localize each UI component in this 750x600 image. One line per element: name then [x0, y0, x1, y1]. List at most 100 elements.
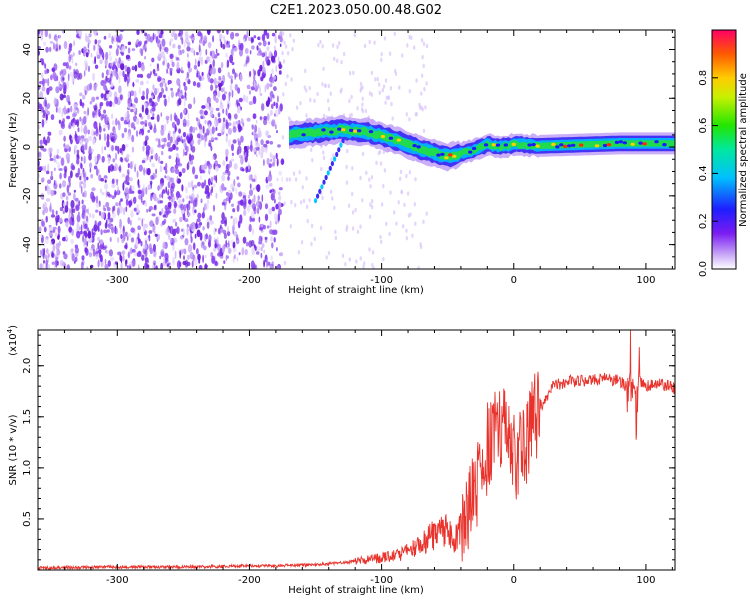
- spectral-speckle: [215, 84, 218, 89]
- spectral-speckle: [92, 112, 95, 116]
- spectral-speckle: [268, 163, 272, 168]
- spectral-speckle: [71, 136, 75, 140]
- spectral-speckle: [160, 262, 163, 269]
- spectral-speckle-faint: [329, 189, 333, 194]
- spectral-speckle: [201, 182, 205, 189]
- spectral-speckle-faint: [425, 81, 428, 86]
- spectral-speckle: [236, 176, 240, 180]
- spectral-speckle: [76, 214, 81, 223]
- spectral-speckle-faint: [362, 264, 365, 269]
- spectral-speckle: [144, 248, 148, 258]
- spectral-speckle: [124, 187, 129, 194]
- spectral-speckle-faint: [391, 116, 394, 121]
- x-tick-label: -200: [238, 275, 261, 286]
- spectral-speckle: [91, 187, 96, 192]
- spectral-speckle: [71, 228, 74, 236]
- spectral-speckle: [133, 251, 138, 257]
- spectral-speckle-faint: [291, 46, 294, 52]
- spectral-speckle: [98, 245, 103, 251]
- ridge-core: [563, 144, 568, 148]
- spectral-speckle: [66, 80, 69, 90]
- spectral-speckle: [195, 117, 199, 122]
- spectral-speckle: [115, 48, 119, 57]
- spectral-speckle: [215, 228, 217, 232]
- spectral-speckle-faint: [305, 176, 308, 181]
- spectral-speckle: [256, 52, 260, 56]
- spectral-speckle: [218, 75, 222, 81]
- spectral-speckle: [270, 154, 274, 159]
- spectral-speckle: [210, 189, 212, 196]
- spectral-speckle: [144, 44, 147, 49]
- spectral-speckle-faint: [308, 198, 311, 203]
- spectral-speckle: [248, 199, 252, 205]
- spectral-speckle: [269, 83, 273, 88]
- spectral-speckle: [74, 256, 78, 262]
- spectral-speckle-faint: [333, 56, 336, 62]
- spectral-speckle: [86, 227, 90, 232]
- spectral-speckle-faint: [338, 41, 341, 46]
- ridge-core: [483, 143, 489, 147]
- spectral-speckle: [154, 87, 158, 96]
- spectral-speckle: [110, 62, 114, 67]
- spectral-speckle: [250, 36, 253, 44]
- spectral-speckle-faint: [370, 70, 374, 76]
- ridge-core: [503, 143, 508, 147]
- spectral-speckle: [106, 133, 110, 142]
- spectral-speckle: [239, 214, 243, 223]
- spectral-speckle: [272, 94, 275, 99]
- spectral-speckle: [261, 194, 264, 203]
- spectral-speckle: [177, 163, 183, 167]
- spectral-speckle: [161, 50, 165, 59]
- spectral-speckle-faint: [302, 198, 306, 204]
- spectral-speckle: [208, 102, 211, 107]
- spectral-speckle: [251, 45, 255, 50]
- spectral-speckle: [60, 157, 65, 166]
- spectral-speckle: [161, 220, 165, 226]
- spectral-speckle: [131, 125, 135, 129]
- spectral-speckle: [83, 59, 88, 66]
- spectral-speckle-faint: [413, 202, 416, 207]
- spectral-speckle: [137, 264, 140, 269]
- spectral-speckle-faint: [332, 153, 335, 158]
- spectral-speckle-faint: [381, 88, 384, 93]
- spectral-speckle: [73, 40, 76, 47]
- spectral-speckle: [82, 46, 87, 54]
- spectral-speckle: [41, 177, 45, 182]
- spectral-speckle: [255, 140, 258, 148]
- spectral-speckle: [212, 59, 215, 68]
- spectral-speckle: [187, 181, 192, 188]
- spectral-speckle-faint: [286, 74, 289, 79]
- spectral-speckle: [158, 183, 163, 190]
- spectral-speckle: [125, 206, 128, 212]
- spectral-speckle: [111, 195, 115, 199]
- spectral-speckle: [171, 197, 174, 203]
- spectral-speckle: [151, 163, 155, 168]
- spectral-speckle: [141, 128, 145, 136]
- spectral-speckle-faint: [401, 224, 405, 229]
- spectral-speckle-faint: [350, 94, 353, 100]
- spectral-speckle: [194, 258, 198, 266]
- spectral-speckle: [260, 139, 264, 146]
- spectral-speckle-faint: [285, 177, 289, 182]
- spectral-speckle: [132, 81, 135, 88]
- spectral-speckle: [193, 64, 198, 70]
- spectral-speckle: [180, 203, 184, 211]
- spectral-speckle: [206, 194, 210, 199]
- spectral-speckle: [135, 118, 140, 125]
- spectral-speckle: [59, 71, 62, 76]
- spectral-speckle: [170, 182, 176, 189]
- spectral-speckle: [108, 68, 111, 76]
- spectral-speckle: [121, 144, 126, 151]
- spectral-speckle: [161, 207, 164, 215]
- spectral-speckle: [63, 107, 67, 115]
- spectral-speckle: [87, 230, 92, 239]
- spectral-speckle: [276, 265, 280, 269]
- spectral-speckle: [116, 178, 119, 186]
- spectral-speckle: [204, 179, 207, 187]
- spectral-speckle-faint: [289, 33, 292, 38]
- spectral-speckle: [185, 195, 189, 200]
- spectral-speckle: [100, 178, 105, 182]
- spectral-speckle-faint: [405, 112, 408, 117]
- ridge-cyan: [289, 122, 675, 164]
- spectral-speckle: [200, 175, 202, 180]
